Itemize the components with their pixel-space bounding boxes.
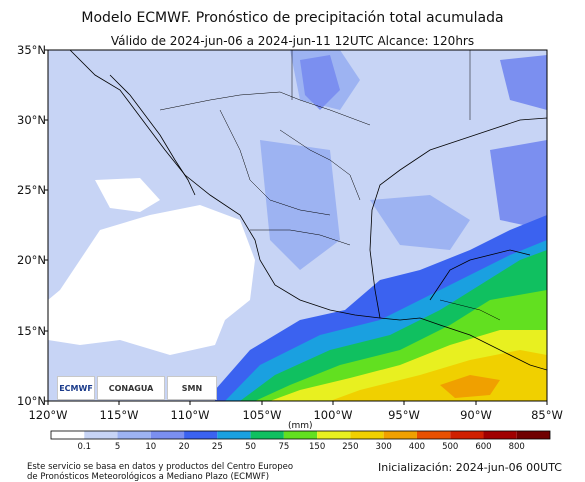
colorbar-swatch (250, 431, 284, 439)
smn-logo: SMN (167, 376, 217, 400)
colorbar-label: 75 (278, 442, 290, 452)
rain-patch-mx (260, 140, 340, 270)
colorbar-swatch (184, 431, 218, 439)
chart-title: Modelo ECMWF. Pronóstico de precipitació… (81, 10, 504, 26)
lon-label: 115°W (99, 408, 139, 422)
colorbar-frame (50, 430, 551, 440)
lat-label: 10°N (17, 394, 46, 408)
map-frame (47, 49, 548, 402)
colorbar-label: 20 (178, 442, 190, 452)
colorbar-swatch (317, 431, 351, 439)
colorbar-swatch (350, 431, 384, 439)
dry-pacific-area (48, 205, 255, 355)
axis-ticks (44, 49, 548, 405)
lat-label: 30°N (17, 113, 46, 127)
colorbar-label: 250 (342, 442, 359, 452)
coastlines (69, 50, 547, 371)
dry-patch (95, 178, 160, 212)
colorbar-swatch (217, 431, 251, 439)
lon-label: 105°W (242, 408, 282, 422)
colorbar-label: 300 (375, 442, 392, 452)
lon-label: 95°W (388, 408, 420, 422)
rain-patch-east (490, 140, 547, 230)
colorbar-label: 150 (309, 442, 326, 452)
credit-text: Este servicio se basa en datos y product… (27, 462, 293, 482)
colorbar-label: 0.1 (77, 442, 92, 452)
rain-max-orange (440, 375, 500, 398)
colorbar-label: 25 (211, 442, 223, 452)
chart-subtitle: Válido de 2024-jun-06 a 2024-jun-11 12UT… (110, 34, 475, 48)
credit-line: Este servicio se basa en datos y product… (27, 462, 294, 472)
colorbar-label: 800 (508, 442, 525, 452)
lat-label: 25°N (17, 183, 46, 197)
ecmwf-logo: ECMWF (57, 376, 95, 400)
colorbar-swatch (84, 431, 118, 439)
colorbar-label: 500 (442, 442, 459, 452)
lat-label: 15°N (17, 324, 46, 338)
lon-label: 120°W (28, 408, 68, 422)
colorbar-swatch (483, 431, 517, 439)
lon-label: 85°W (531, 408, 563, 422)
colorbar-label: 5 (114, 442, 121, 452)
colorbar-swatch (117, 431, 151, 439)
colorbar-label: 50 (245, 442, 256, 452)
colorbar-label: 600 (475, 442, 492, 452)
lat-label: 20°N (17, 253, 46, 267)
colorbar-label: 400 (408, 442, 426, 452)
colorbar-swatch (383, 431, 417, 439)
state-borders (159, 50, 501, 321)
credit-line: de Pronósticos Meteorológicos a Mediano … (27, 472, 270, 482)
rain-patch-ne (300, 55, 340, 110)
lon-label: 100°W (313, 408, 353, 422)
colorbar-swatch (51, 431, 85, 439)
init-time: Inicialización: 2024-jun-06 00UTC (378, 461, 562, 474)
units-label: (mm) (288, 421, 313, 431)
conagua-logo: CONAGUA (97, 376, 165, 400)
lon-label: 110°W (170, 408, 210, 422)
colorbar-swatch (516, 431, 550, 439)
rain-patch-ne2 (500, 55, 547, 110)
colorbar-swatch (150, 431, 185, 439)
colorbar-swatch (450, 431, 484, 439)
rain-patch-gulf (370, 195, 470, 250)
lat-label: 35°N (17, 43, 46, 57)
colorbar-swatch (283, 431, 318, 439)
colorbar-label: 10 (145, 442, 157, 452)
lon-label: 90°W (460, 408, 492, 422)
colorbar-swatch (416, 431, 451, 439)
